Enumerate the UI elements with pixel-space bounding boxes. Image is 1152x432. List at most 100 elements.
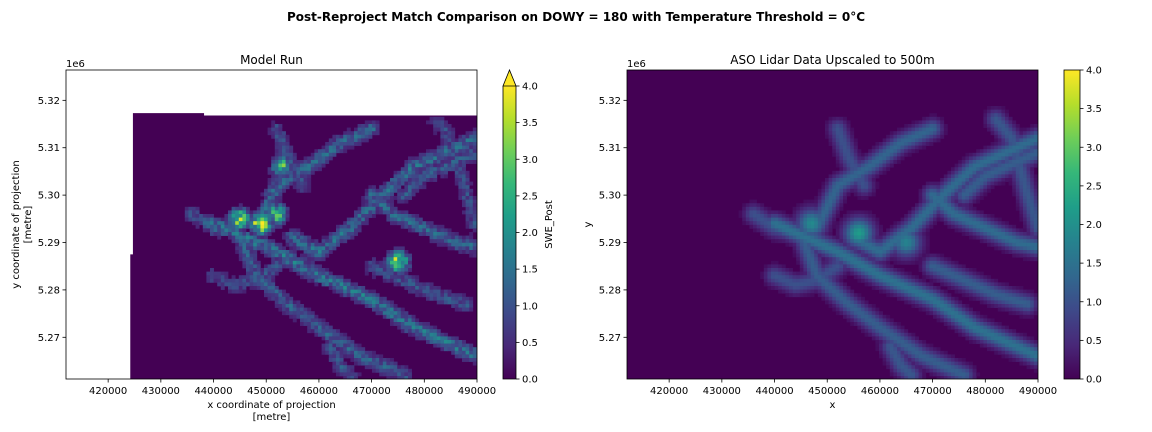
heatmap-cell <box>943 282 948 287</box>
heatmap-cell <box>267 221 272 226</box>
heatmap-cell <box>292 181 297 186</box>
x-tick-label: 450000 <box>247 386 285 397</box>
panel-model-run: Model Run 1e6 420000 430000 440000 450000 46… <box>11 53 555 423</box>
heatmap-cell <box>393 246 398 251</box>
heatmap-cell <box>469 239 474 244</box>
heatmap-cell <box>839 257 844 262</box>
heatmap-cell <box>361 206 366 211</box>
heatmap-cell <box>296 268 301 272</box>
heatmap-cell <box>839 142 844 146</box>
heatmap-cell <box>1015 196 1020 200</box>
heatmap-cell <box>745 210 750 215</box>
heatmap-cell <box>972 163 977 168</box>
heatmap-cell <box>936 138 941 143</box>
heatmap-cell <box>271 242 276 247</box>
heatmap-cell <box>958 167 963 172</box>
heatmap-cell <box>393 214 398 218</box>
heatmap-cell <box>868 181 873 186</box>
heatmap-cell <box>951 221 955 226</box>
heatmap-cell <box>1001 167 1006 172</box>
heatmap-cell <box>289 250 294 254</box>
heatmap-cell <box>879 260 883 265</box>
heatmap-cell <box>462 142 466 146</box>
heatmap-cell <box>1026 228 1031 233</box>
heatmap-cell <box>810 199 815 204</box>
heatmap-cell <box>799 239 804 244</box>
heatmap-cell <box>350 134 355 139</box>
heatmap-cell <box>1019 336 1024 341</box>
heatmap-cell <box>1026 163 1031 168</box>
heatmap-cell <box>397 196 402 200</box>
heatmap-cell <box>1033 307 1038 312</box>
heatmap-cell <box>1023 188 1027 193</box>
heatmap-cell <box>235 246 240 251</box>
heatmap-cell <box>929 203 934 208</box>
heatmap-cell <box>850 232 855 236</box>
heatmap-cell <box>933 131 937 136</box>
heatmap-cell <box>915 228 919 233</box>
heatmap-cell <box>799 217 804 222</box>
heatmap-cell <box>332 350 337 355</box>
heatmap-cell <box>929 304 934 308</box>
heatmap-cell <box>969 174 973 179</box>
heatmap-cell <box>472 361 477 366</box>
heatmap-cell <box>1019 242 1024 247</box>
heatmap-cell <box>940 314 945 319</box>
heatmap-cell <box>994 181 999 186</box>
heatmap-cell <box>415 163 420 168</box>
heatmap-cell <box>850 221 855 226</box>
heatmap-cell <box>789 275 793 280</box>
heatmap-cell <box>228 221 232 226</box>
heatmap-cell <box>354 127 358 132</box>
heatmap-cell <box>825 246 829 251</box>
heatmap-cell <box>843 296 847 301</box>
heatmap-cell <box>922 293 927 298</box>
heatmap-cell <box>990 282 995 287</box>
heatmap-cell <box>771 214 775 218</box>
heatmap-cell <box>940 217 945 222</box>
heatmap-cell <box>839 196 844 200</box>
heatmap-cell <box>1015 160 1020 164</box>
heatmap-cell <box>361 131 366 136</box>
heatmap-cell <box>332 282 337 287</box>
heatmap-cell <box>462 156 466 161</box>
heatmap-cell <box>763 210 768 215</box>
heatmap-cell <box>846 268 851 272</box>
heatmap-cell <box>433 336 438 341</box>
heatmap-cell <box>918 300 923 305</box>
heatmap-cell <box>835 286 840 290</box>
heatmap-cell <box>969 228 973 233</box>
heatmap-cell <box>893 228 898 233</box>
heatmap-cell <box>933 116 937 121</box>
heatmap-cell <box>249 275 254 280</box>
heatmap-cell <box>889 293 894 298</box>
heatmap-cell <box>897 289 901 294</box>
heatmap-cell <box>246 235 250 240</box>
heatmap-cell <box>814 286 819 290</box>
heatmap-cell <box>796 260 801 265</box>
heatmap-cell <box>889 329 894 334</box>
heatmap-cell <box>933 271 937 276</box>
heatmap-cell <box>1005 235 1009 240</box>
heatmap-cell <box>979 224 984 229</box>
heatmap-cell <box>429 336 434 341</box>
heatmap-cell <box>839 235 844 240</box>
heatmap-cell <box>879 152 883 157</box>
heatmap-cell <box>444 152 448 157</box>
heatmap-cell <box>807 271 811 276</box>
heatmap-cell <box>1005 282 1009 287</box>
heatmap-cell <box>907 336 912 341</box>
heatmap-cell <box>426 289 430 294</box>
heatmap-cell <box>256 282 261 287</box>
heatmap-cell <box>965 325 970 330</box>
heatmap-cell <box>785 228 790 233</box>
heatmap-cell <box>868 149 873 154</box>
heatmap-cell <box>807 289 811 294</box>
heatmap-cell <box>904 246 909 251</box>
heatmap-cell <box>994 289 999 294</box>
heatmap-cell <box>843 192 847 197</box>
heatmap-cell <box>289 232 294 236</box>
heatmap-cell <box>832 188 837 193</box>
heatmap-cell <box>436 343 441 348</box>
heatmap-cell <box>267 188 272 193</box>
